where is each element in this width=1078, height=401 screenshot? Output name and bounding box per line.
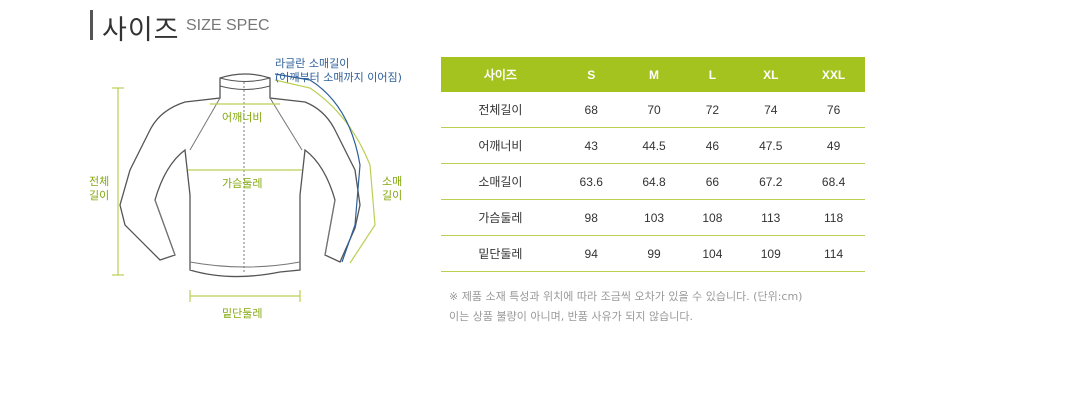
hem-label: 밑단둘레: [222, 307, 263, 320]
length-label-1: 전체: [89, 175, 110, 188]
row-label: 밑단둘레: [441, 235, 560, 272]
table-cell: 72: [685, 92, 740, 128]
title-divider: [90, 10, 93, 40]
table-cell: 47.5: [739, 127, 803, 164]
table-cell: 108: [685, 199, 740, 236]
header-xxl: XXL: [802, 57, 865, 92]
page-subtitle: SIZE SPEC: [186, 17, 270, 34]
page-title: 사이즈: [102, 15, 180, 46]
table-header-row: 사이즈 S M L XL XXL: [441, 57, 865, 92]
table-cell: 98: [559, 199, 623, 236]
table-cell: 67.2: [739, 163, 803, 200]
table-cell: 68.4: [802, 163, 865, 200]
table-cell: 114: [802, 235, 865, 272]
row-label: 어깨너비: [441, 127, 560, 164]
raglan-label-2: (어깨부터 소매까지 이어짐): [275, 71, 402, 84]
table-cell: 43: [559, 127, 623, 164]
note-line-1: ※ 제품 소재 특성과 위치에 따라 조금씩 오차가 있을 수 있습니다. (단…: [449, 290, 803, 303]
header-m: M: [622, 57, 686, 92]
table-cell: 44.5: [622, 127, 686, 164]
note-line-2: 이는 상품 불량이 아니며, 반품 사유가 되지 않습니다.: [449, 310, 693, 323]
table-cell: 99: [622, 235, 686, 272]
table-row: 전체길이 68 70 72 74 76: [441, 92, 865, 128]
table-cell: 66: [685, 163, 740, 200]
table-cell: 63.6: [559, 163, 623, 200]
sleeve-label-1: 소매: [382, 175, 403, 188]
raglan-measure-line: [274, 73, 361, 263]
table-cell: 76: [802, 92, 865, 128]
table-cell: 70: [622, 92, 686, 128]
size-spec-table: 사이즈 S M L XL XXL 전체길이 68 70 72 74 76 어깨너…: [441, 57, 865, 272]
header-size: 사이즈: [441, 57, 560, 92]
row-label: 소매길이: [441, 163, 560, 200]
header-xl: XL: [739, 57, 803, 92]
table-cell: 49: [802, 127, 865, 164]
header-s: S: [559, 57, 623, 92]
table-cell: 94: [559, 235, 623, 272]
table-row: 어깨너비 43 44.5 46 47.5 49: [441, 127, 865, 164]
table-cell: 118: [802, 199, 865, 236]
table-cell: 104: [685, 235, 740, 272]
sleeve-label-2: 길이: [382, 189, 403, 202]
table-cell: 103: [622, 199, 686, 236]
table-row: 밑단둘레 94 99 104 109 114: [441, 235, 865, 272]
table-row: 소매길이 63.6 64.8 66 67.2 68.4: [441, 163, 865, 200]
shoulder-label: 어깨너비: [222, 111, 263, 124]
raglan-label-1: 라글란 소매길이: [275, 57, 350, 70]
header-l: L: [685, 57, 740, 92]
table-cell: 64.8: [622, 163, 686, 200]
table-cell: 113: [739, 199, 803, 236]
length-label-2: 길이: [89, 189, 110, 202]
jacket-diagram: 라글란 소매길이 (어깨부터 소매까지 이어짐) 어깨너비 가슴둘레 전체 길이…: [80, 50, 430, 330]
row-label: 전체길이: [441, 92, 560, 128]
table-row: 가슴둘레 98 103 108 113 118: [441, 199, 865, 236]
table-cell: 68: [559, 92, 623, 128]
jacket-outline: [119, 73, 361, 278]
chest-label: 가슴둘레: [222, 177, 263, 190]
jacket-illustration: [112, 73, 376, 302]
table-cell: 109: [739, 235, 803, 272]
table-cell: 46: [685, 127, 740, 164]
table-cell: 74: [739, 92, 803, 128]
row-label: 가슴둘레: [441, 199, 560, 236]
